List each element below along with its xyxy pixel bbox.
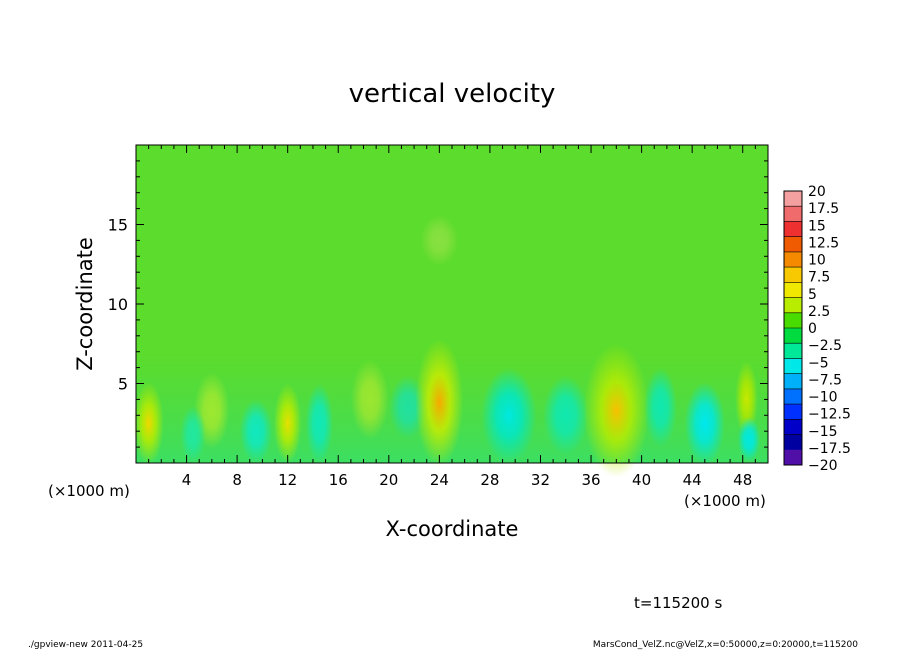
chart-title: vertical velocity bbox=[349, 79, 556, 109]
colorbar-segment bbox=[784, 206, 802, 222]
colorbar-label: 5 bbox=[808, 287, 817, 303]
field-blob bbox=[415, 338, 464, 467]
colorbar-segment bbox=[784, 419, 802, 436]
colorbar-label: 2.5 bbox=[808, 304, 830, 320]
colorbar-label: −10 bbox=[808, 390, 838, 406]
field-blob bbox=[239, 399, 273, 464]
x-tick-label: 24 bbox=[430, 471, 449, 489]
colorbar-label: 0 bbox=[808, 321, 817, 337]
field-blob bbox=[305, 383, 334, 463]
x-tick-label: 12 bbox=[278, 471, 297, 489]
x-tick-label: 48 bbox=[733, 471, 752, 489]
field-blob bbox=[350, 359, 389, 440]
colorbar-label: 17.5 bbox=[808, 201, 839, 217]
colorbar-segment bbox=[784, 449, 802, 466]
velocity-field bbox=[133, 145, 768, 478]
y-axis-label: Z-coordinate bbox=[73, 237, 97, 371]
colorbar-segment bbox=[784, 373, 802, 390]
x-axis-unit-left: (×1000 m) bbox=[48, 482, 130, 500]
colorbar-label: 20 bbox=[808, 184, 826, 200]
field-blob bbox=[644, 367, 677, 448]
colorbar-segment bbox=[784, 312, 802, 329]
colorbar-segment bbox=[784, 282, 802, 299]
colorbar-segment bbox=[784, 343, 802, 359]
colorbar-label: −20 bbox=[808, 458, 838, 474]
field-blob bbox=[133, 381, 164, 465]
colorbar-segment bbox=[784, 191, 802, 207]
colorbar-label: −15 bbox=[808, 424, 838, 440]
colorbar-segment bbox=[784, 251, 802, 268]
colorbar-segment bbox=[784, 404, 802, 420]
field-blob bbox=[273, 383, 302, 463]
x-tick-label: 28 bbox=[480, 471, 499, 489]
x-tick-label: 40 bbox=[632, 471, 651, 489]
colorbar-segment bbox=[784, 328, 802, 344]
y-tick-label: 5 bbox=[118, 375, 128, 394]
x-axis: 4 8 12 16 20 24 28 32 36 40 44 48 bbox=[148, 145, 756, 489]
colorbar-label: 7.5 bbox=[808, 270, 830, 286]
colorbar-label: 12.5 bbox=[808, 235, 839, 251]
x-axis-label: X-coordinate bbox=[386, 517, 519, 541]
colorbar-label: −12.5 bbox=[808, 407, 851, 423]
x-tick-label: 44 bbox=[683, 471, 702, 489]
colorbar-segment bbox=[784, 297, 802, 314]
time-label: t=115200 s bbox=[634, 594, 723, 612]
x-tick-label: 8 bbox=[232, 471, 242, 489]
x-tick-label: 32 bbox=[531, 471, 550, 489]
colorbar-label: −7.5 bbox=[808, 372, 842, 388]
field-blob bbox=[180, 405, 206, 463]
footer-right: MarsCond_VelZ.nc@VelZ,x=0:50000,z=0:2000… bbox=[592, 640, 858, 650]
field-blob bbox=[481, 367, 537, 463]
colorbar-label: 10 bbox=[808, 253, 826, 269]
colorbar-segment bbox=[784, 434, 802, 451]
x-axis-unit-right: (×1000 m) bbox=[684, 492, 766, 510]
x-tick-label: 20 bbox=[379, 471, 398, 489]
field-blob bbox=[737, 416, 761, 462]
colorbar-segment bbox=[784, 267, 802, 283]
colorbar-label: −17.5 bbox=[808, 441, 851, 457]
x-tick-label: 36 bbox=[581, 471, 600, 489]
colorbar-label: −5 bbox=[808, 355, 829, 371]
y-axis: 5 10 15 bbox=[108, 160, 768, 448]
field-blob bbox=[420, 214, 459, 266]
field-blob bbox=[583, 343, 650, 478]
colorbar-segment bbox=[784, 236, 802, 253]
footer-left: ./gpview-new 2011-04-25 bbox=[28, 640, 144, 650]
colorbar-segment bbox=[784, 388, 802, 405]
x-tick-label: 4 bbox=[182, 471, 192, 489]
colorbar-label: 15 bbox=[808, 218, 826, 234]
y-tick-label: 10 bbox=[108, 295, 128, 314]
field-blob bbox=[543, 375, 589, 456]
colorbar-segment bbox=[784, 221, 802, 238]
field-blob bbox=[684, 381, 726, 465]
x-tick-label: 16 bbox=[329, 471, 348, 489]
y-tick-label: 15 bbox=[108, 216, 128, 235]
colorbar-label: −2.5 bbox=[808, 338, 842, 354]
colorbar-segment bbox=[784, 358, 802, 375]
